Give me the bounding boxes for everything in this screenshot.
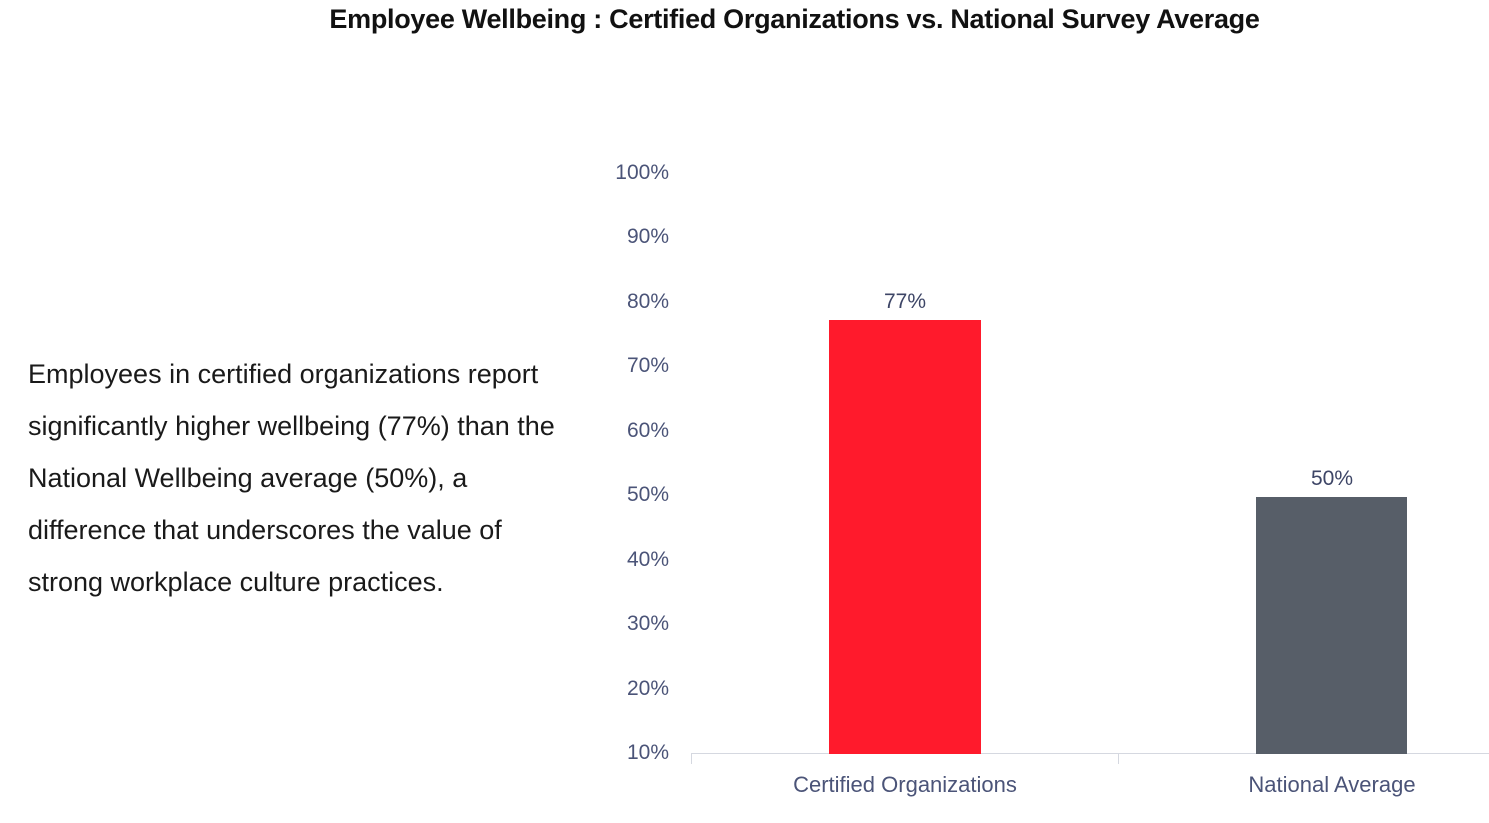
y-tick-label: 10% — [626, 741, 669, 764]
y-tick-label: 70% — [626, 354, 669, 377]
y-tick-label: 100% — [615, 161, 669, 184]
x-axis-tick — [691, 754, 692, 764]
y-tick-label: 30% — [626, 612, 669, 635]
bar-certified-organizations — [829, 320, 981, 754]
x-axis-tick — [1118, 754, 1119, 764]
x-label-national: National Average — [1248, 772, 1416, 797]
y-tick-label: 80% — [626, 290, 669, 313]
data-label-national: 50% — [1310, 467, 1354, 490]
bar-national-average — [1256, 497, 1407, 754]
description-text: Employees in certified organizations rep… — [28, 359, 555, 597]
y-tick-label: 40% — [626, 548, 669, 571]
x-label-certified: Certified Organizations — [793, 772, 1017, 797]
chart-title: Employee Wellbeing : Certified Organizat… — [329, 4, 1260, 34]
y-tick-label: 60% — [626, 419, 669, 442]
y-tick-label: 20% — [626, 677, 669, 700]
x-axis-line — [691, 753, 1489, 754]
data-label-certified: 77% — [883, 290, 927, 313]
y-tick-label: 90% — [626, 225, 669, 248]
y-tick-label: 50% — [626, 483, 669, 506]
